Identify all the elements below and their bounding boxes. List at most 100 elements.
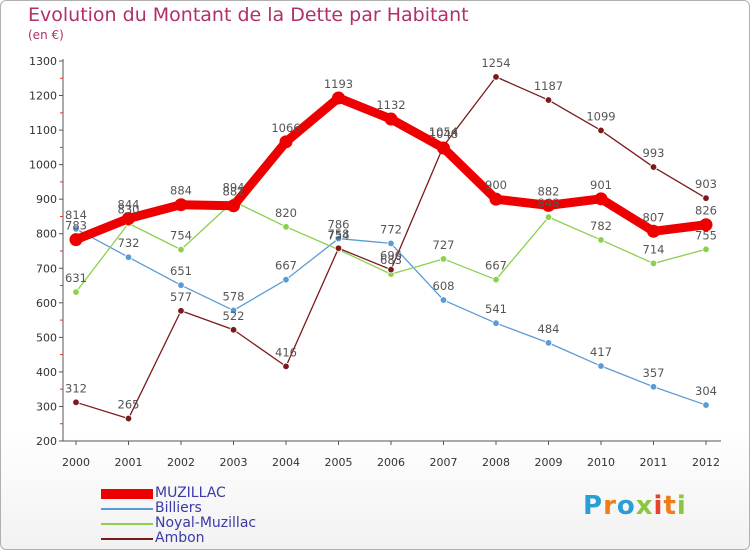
logo-letter: t — [663, 491, 677, 521]
data-point-Ambon — [702, 194, 710, 202]
x-tick-label: 2003 — [220, 456, 248, 469]
data-label-Noyal-Muzillac: 754 — [328, 229, 350, 243]
y-tick-label: 1000 — [29, 159, 57, 172]
data-point-MUZILLAC — [594, 192, 608, 206]
data-label-Noyal-Muzillac: 727 — [433, 238, 455, 252]
data-label-Noyal-Muzillac: 894 — [223, 180, 245, 194]
data-label-Billiers: 357 — [643, 366, 665, 380]
x-tick-label: 2012 — [692, 456, 720, 469]
data-point-Billiers — [439, 296, 448, 304]
legend-swatch — [101, 538, 153, 540]
x-tick-label: 2001 — [115, 456, 143, 469]
data-label-Noyal-Muzillac: 683 — [380, 253, 402, 267]
data-label-Noyal-Muzillac: 830 — [118, 202, 140, 216]
y-tick-label: 600 — [36, 297, 57, 310]
data-label-MUZILLAC: 900 — [485, 178, 507, 192]
y-tick-label: 800 — [36, 228, 57, 241]
logo-letter: i — [653, 491, 664, 521]
data-point-Noyal-Muzillac — [177, 245, 185, 254]
data-label-Billiers: 608 — [433, 279, 455, 293]
data-point-Billiers — [597, 362, 605, 370]
y-tick-label: 300 — [36, 400, 57, 413]
data-point-MUZILLAC — [699, 218, 713, 232]
data-label-Ambon: 758 — [328, 227, 350, 241]
data-point-Billiers — [72, 225, 80, 233]
x-tick-label: 2004 — [272, 456, 300, 469]
data-label-Ambon: 1054 — [429, 125, 458, 139]
data-point-Ambon — [649, 163, 658, 171]
data-point-Ambon — [124, 414, 133, 423]
y-tick-label: 500 — [36, 331, 57, 344]
data-point-MUZILLAC — [122, 212, 135, 226]
y-tick-label: 700 — [36, 262, 57, 275]
data-label-Noyal-Muzillac: 848 — [538, 196, 560, 210]
data-point-Noyal-Muzillac — [282, 223, 290, 231]
data-label-Ambon: 903 — [695, 177, 717, 191]
legend-label: Noyal-Muzillac — [155, 515, 257, 531]
x-tick-label: 2006 — [377, 456, 405, 469]
data-label-MUZILLAC: 826 — [695, 204, 717, 218]
x-tick-label: 2010 — [587, 456, 615, 469]
data-label-Ambon: 416 — [275, 345, 297, 359]
data-point-Noyal-Muzillac — [597, 236, 605, 244]
data-label-Noyal-Muzillac: 782 — [590, 219, 612, 233]
x-tick-label: 2002 — [167, 456, 195, 469]
data-point-Noyal-Muzillac — [702, 245, 710, 253]
data-point-MUZILLAC — [69, 233, 83, 247]
data-point-MUZILLAC — [174, 198, 188, 212]
y-tick-label: 200 — [36, 435, 57, 448]
legend-swatch — [101, 508, 153, 510]
y-tick-label: 400 — [36, 366, 57, 379]
chart-title: Evolution du Montant de la Dette par Hab… — [28, 4, 469, 26]
data-label-Ambon: 522 — [223, 309, 245, 323]
data-label-Noyal-Muzillac: 631 — [65, 271, 87, 285]
data-point-Billiers — [124, 253, 133, 261]
data-point-Ambon — [387, 265, 395, 274]
data-label-MUZILLAC: 882 — [538, 184, 560, 198]
x-tick-label: 2007 — [430, 456, 458, 469]
data-point-Ambon — [229, 326, 238, 334]
data-label-MUZILLAC: 881 — [223, 185, 245, 199]
proxiti-logo: Proxiti — [583, 491, 687, 521]
data-label-Ambon: 312 — [65, 381, 87, 395]
data-label-MUZILLAC: 807 — [643, 210, 665, 224]
data-label-Billiers: 732 — [118, 236, 140, 250]
x-tick-label: 2008 — [482, 456, 510, 469]
data-label-Noyal-Muzillac: 714 — [643, 242, 665, 256]
data-label-Billiers: 667 — [275, 259, 297, 273]
data-point-Ambon — [492, 73, 500, 81]
data-label-MUZILLAC: 783 — [65, 219, 87, 233]
data-label-Ambon: 993 — [643, 146, 665, 160]
x-tick-label: 2011 — [640, 456, 668, 469]
legend-label: MUZILLAC — [155, 485, 226, 501]
data-label-MUZILLAC: 901 — [590, 178, 612, 192]
logo-letter: P — [583, 491, 604, 521]
data-point-Billiers — [387, 239, 395, 248]
logo-letter: o — [616, 491, 636, 521]
y-tick-label: 1200 — [29, 90, 57, 103]
x-tick-label: 2000 — [62, 456, 90, 469]
data-point-Ambon — [177, 307, 185, 315]
data-label-Billiers: 814 — [65, 208, 87, 222]
data-point-Ambon — [282, 362, 290, 371]
data-label-Ambon: 1254 — [481, 56, 510, 70]
data-label-Ambon: 1187 — [534, 79, 563, 93]
data-point-Billiers — [492, 319, 500, 327]
data-point-Noyal-Muzillac — [544, 213, 553, 221]
legend-swatch — [101, 523, 153, 525]
data-label-Noyal-Muzillac: 754 — [170, 229, 192, 243]
data-point-Billiers — [334, 234, 343, 243]
data-label-Ambon: 696 — [380, 249, 402, 263]
data-point-Noyal-Muzillac — [649, 259, 658, 268]
data-label-Billiers: 484 — [538, 322, 560, 336]
data-point-Billiers — [229, 306, 238, 315]
data-label-Noyal-Muzillac: 755 — [695, 228, 717, 242]
data-point-MUZILLAC — [332, 91, 345, 105]
data-label-MUZILLAC: 1132 — [376, 98, 405, 112]
data-point-Noyal-Muzillac — [72, 288, 80, 296]
data-label-Billiers: 541 — [485, 302, 507, 316]
data-point-Billiers — [544, 339, 553, 347]
data-point-Noyal-Muzillac — [439, 255, 448, 263]
data-point-MUZILLAC — [542, 198, 555, 212]
